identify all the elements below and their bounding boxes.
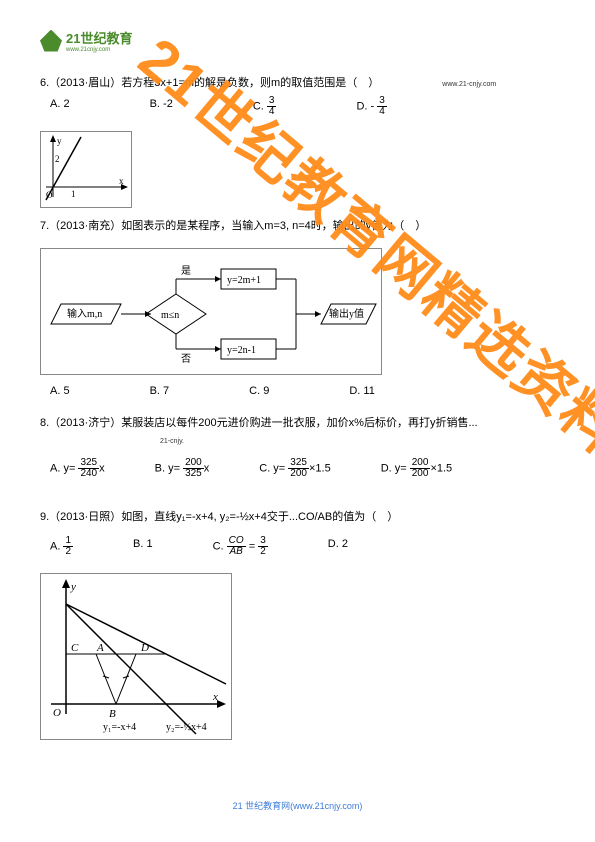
q6-opt-a: A. 2 [50,96,70,117]
flowchart-svg: 输入m,n m≤n 是 y=2m+1 否 y=2n [41,254,381,369]
fc-no: 否 [181,353,191,365]
q6-options: A. 2 B. -2 C. 3 4 D. - 3 4 [50,96,555,117]
fc-yes: 是 [181,265,191,277]
q7-b: B. 7 [150,385,170,397]
q6-url: www.21-cnjy.com [442,81,496,88]
g2-x: x [212,691,218,703]
q8-a: A. y= 325240x [50,458,105,479]
g1-x1: 1 [71,189,76,199]
q6-opt-b: B. -2 [150,96,173,117]
g2-C: C [71,642,79,654]
logo-text: 21世纪教育 [66,28,132,47]
question-8: 8.（2013·济宁）某服装店以每件200元进价购进一批衣服，加价x%后标价，再… [40,415,555,479]
footer: 21 世纪教育网(www.21cnjy.com) [0,799,595,812]
g2-y: y [70,581,76,593]
question-6: 6.（2013·眉山）若方程3x+1=m的解是负数，则m的取值范围是（ ） ww… [40,75,555,117]
logo-sub: www.21cnjy.com [66,47,132,53]
logo-icon [40,30,62,52]
q7-d: D. 11 [349,385,374,397]
graph-1: y 2 O 1 x [40,131,132,208]
q6-opt-d: D. - 3 4 [356,96,386,117]
flowchart: 输入m,n m≤n 是 y=2m+1 否 y=2n [40,248,382,375]
fc-output: 输出y值 [329,307,364,320]
q7-stem: 7.（2013·南充）如图表示的是某程序，当输入m=3, n=4时，输出的y值为… [40,220,426,232]
q6-frac-d: 3 4 [377,96,387,117]
g1-ylabel: y [57,136,62,146]
content: 6.（2013·眉山）若方程3x+1=m的解是负数，则m的取值范围是（ ） ww… [40,75,555,744]
question-9: 9.（2013·日照）如图，直线y₁=-x+4, y₂=-½x+4交于...CO… [40,509,555,557]
q7-options: A. 5 B. 7 C. 9 D. 11 [50,385,555,397]
g2-D: D [140,642,149,654]
q8-b: B. y= 200325x [155,458,210,479]
g1-O: O [46,190,53,200]
q8-stem: 8.（2013·济宁）某服装店以每件200元进价购进一批衣服，加价x%后标价，再… [40,417,478,429]
g2-line1: y₁=-x+4 [103,722,136,733]
q6-stem: 6.（2013·眉山）若方程3x+1=m的解是负数，则m的取值范围是（ ） [40,77,379,89]
g1-xlabel: x [119,176,124,186]
q8-d: D. y= 200200×1.5 [381,458,452,479]
graph-1-svg: y 2 O 1 x [41,132,131,207]
q9-a: A. 12 [50,536,73,557]
q7-c: C. 9 [249,385,269,397]
q8-url: 21-cnjy. [160,438,184,445]
fc-decision: m≤n [161,310,179,321]
fc-input: 输入m,n [67,307,102,320]
q9-stem: 9.（2013·日照）如图，直线y₁=-x+4, y₂=-½x+4交于...CO… [40,511,398,523]
fc-top: y=2m+1 [227,275,261,286]
g1-y2: 2 [55,154,60,164]
g2-O: O [53,707,61,719]
q9-b: B. 1 [133,536,153,557]
graph-2: C A D B O y x y₁=-x+4 y₂=-½x+4 [40,573,232,740]
question-7: 7.（2013·南充）如图表示的是某程序，当输入m=3, n=4时，输出的y值为… [40,218,555,235]
q9-d: D. 2 [328,536,348,557]
graph-2-svg: C A D B O y x y₁=-x+4 y₂=-½x+4 [41,574,231,739]
q6-frac-c: 3 4 [267,96,277,117]
q9-c: C. COAB = 32 [213,536,268,557]
fc-bot: y=2n-1 [227,345,256,356]
q7-a: A. 5 [50,385,70,397]
q8-options: A. y= 325240x B. y= 200325x C. y= 325200… [50,458,555,479]
q6-opt-c: C. 3 4 [253,96,277,117]
g2-A: A [96,642,104,654]
q8-c: C. y= 325200×1.5 [259,458,330,479]
q9-options: A. 12 B. 1 C. COAB = 32 D. 2 [50,536,555,557]
g2-line2: y₂=-½x+4 [166,722,207,733]
g2-B: B [109,708,116,720]
logo: 21世纪教育 www.21cnjy.com [40,28,132,53]
